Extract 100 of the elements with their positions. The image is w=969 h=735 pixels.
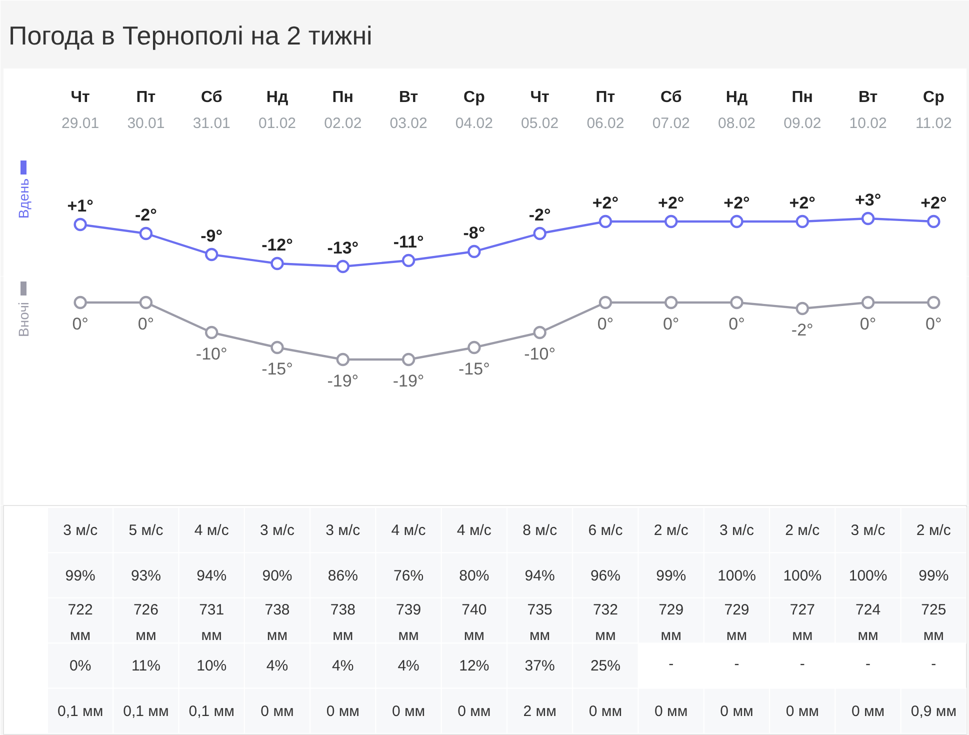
data-label: 90% bbox=[262, 567, 292, 584]
data-label: 738 мм bbox=[264, 602, 290, 644]
data-label: 93% bbox=[130, 567, 161, 584]
data-label: 6 м/с bbox=[588, 522, 624, 540]
x-tick-label: Вт 10.02 bbox=[849, 89, 887, 132]
data-label: +2° bbox=[789, 194, 816, 212]
data-label: 738 мм bbox=[330, 602, 356, 644]
data-label: 100% bbox=[718, 567, 756, 584]
point bbox=[270, 340, 284, 354]
x-tick-label: Пт 30.01 bbox=[127, 89, 165, 132]
point bbox=[861, 296, 875, 310]
data-label: 729 мм bbox=[724, 602, 750, 644]
data-label: -11° bbox=[393, 232, 424, 252]
data-label: 11% bbox=[132, 658, 160, 675]
data-label: -10° bbox=[196, 344, 228, 364]
data-label: 3 м/с bbox=[850, 522, 886, 540]
data-label: 4 м/с bbox=[391, 522, 426, 540]
point bbox=[730, 214, 744, 228]
point bbox=[533, 326, 546, 340]
data-label: 0 мм bbox=[588, 702, 622, 720]
data-label: -10° bbox=[524, 344, 556, 364]
point bbox=[74, 218, 87, 232]
data-label: 732 мм bbox=[592, 602, 618, 644]
x-tick-label: Чт 29.01 bbox=[62, 89, 100, 132]
point bbox=[139, 226, 153, 240]
data-label: 2 мм bbox=[523, 702, 556, 720]
x-tick-label: Пт 06.02 bbox=[586, 89, 624, 132]
point bbox=[402, 254, 416, 268]
text: - bbox=[931, 656, 936, 673]
x-tick-label: Ср 04.02 bbox=[455, 89, 493, 132]
legend-label: Вдень bbox=[16, 178, 32, 219]
data-label: 724 мм bbox=[856, 602, 881, 644]
point bbox=[205, 248, 218, 262]
data-label: 4 м/с bbox=[456, 522, 492, 540]
data-label: 8 м/с bbox=[522, 522, 558, 540]
data-label: 731 мм bbox=[199, 602, 224, 644]
data-label: 80% bbox=[459, 567, 490, 584]
point bbox=[74, 296, 87, 310]
data-label: 2 м/с bbox=[785, 522, 820, 540]
data-label: 4 м/с bbox=[194, 522, 230, 540]
data-label: 99% bbox=[656, 567, 686, 584]
point bbox=[927, 214, 940, 228]
data-label: 0° bbox=[662, 314, 680, 334]
data-label: -15° bbox=[262, 360, 293, 378]
data-label: 0 мм bbox=[786, 702, 819, 720]
x-tick-label: Пн 02.02 bbox=[324, 89, 362, 132]
data-label: 726 мм bbox=[133, 602, 158, 644]
data-label: 729 мм bbox=[658, 602, 684, 644]
point bbox=[927, 296, 940, 310]
point bbox=[468, 340, 481, 354]
data-label: 727 мм bbox=[790, 602, 815, 644]
data-label: 0 мм bbox=[392, 702, 426, 720]
point bbox=[861, 212, 875, 226]
point bbox=[664, 296, 678, 310]
x-tick-label: Сб 31.01 bbox=[192, 89, 230, 132]
data-label: 0% bbox=[69, 658, 92, 675]
data-label: 0,1 мм bbox=[58, 702, 104, 720]
data-label: 3 м/с bbox=[63, 522, 98, 540]
data-label: 12% bbox=[459, 658, 490, 675]
data-label: 100% bbox=[848, 567, 888, 584]
data-label: 735 мм bbox=[527, 602, 552, 644]
data-label: 10% bbox=[196, 658, 227, 675]
data-label: 25% bbox=[590, 658, 620, 675]
point bbox=[205, 326, 218, 340]
data-label: 37% bbox=[524, 658, 555, 675]
data-label: 0° bbox=[72, 314, 88, 334]
data-label: 0° bbox=[597, 314, 614, 334]
data-label: -19° bbox=[327, 372, 359, 390]
point bbox=[270, 256, 284, 270]
data-label: 0 мм bbox=[260, 702, 294, 720]
x-tick-label: Вт 03.02 bbox=[390, 89, 428, 132]
point bbox=[336, 352, 350, 366]
text: - bbox=[800, 656, 805, 673]
data-label: 0 мм bbox=[851, 702, 885, 720]
point bbox=[533, 226, 546, 240]
data-label: +3° bbox=[854, 190, 882, 210]
data-label: 0 мм bbox=[720, 702, 754, 720]
legend-label: Вночі bbox=[16, 302, 32, 337]
text: - bbox=[734, 656, 740, 673]
point bbox=[468, 244, 481, 258]
data-label: -12° bbox=[262, 236, 294, 254]
data-label: 0° bbox=[138, 314, 154, 334]
data-label: +1° bbox=[67, 196, 94, 216]
data-label: -19° bbox=[392, 372, 424, 390]
point bbox=[796, 302, 809, 316]
data-label: -8° bbox=[463, 224, 486, 242]
data-label: 76% bbox=[394, 567, 424, 584]
data-label: 4% bbox=[398, 658, 420, 675]
data-label: 94% bbox=[524, 567, 555, 584]
x-tick-label: Нд 08.02 bbox=[718, 89, 756, 132]
point bbox=[336, 260, 350, 274]
data-label: 3 м/с bbox=[326, 522, 361, 540]
data-label: 0,9 мм bbox=[910, 702, 957, 720]
point bbox=[664, 214, 678, 228]
x-tick-label: Чт 05.02 bbox=[521, 89, 559, 132]
data-label: 740 мм bbox=[462, 602, 487, 644]
data-label: 99% bbox=[918, 567, 949, 584]
data-label: 86% bbox=[328, 567, 358, 584]
x-tick-label: Нд 01.02 bbox=[258, 89, 296, 132]
data-label: 725 мм bbox=[921, 602, 946, 644]
